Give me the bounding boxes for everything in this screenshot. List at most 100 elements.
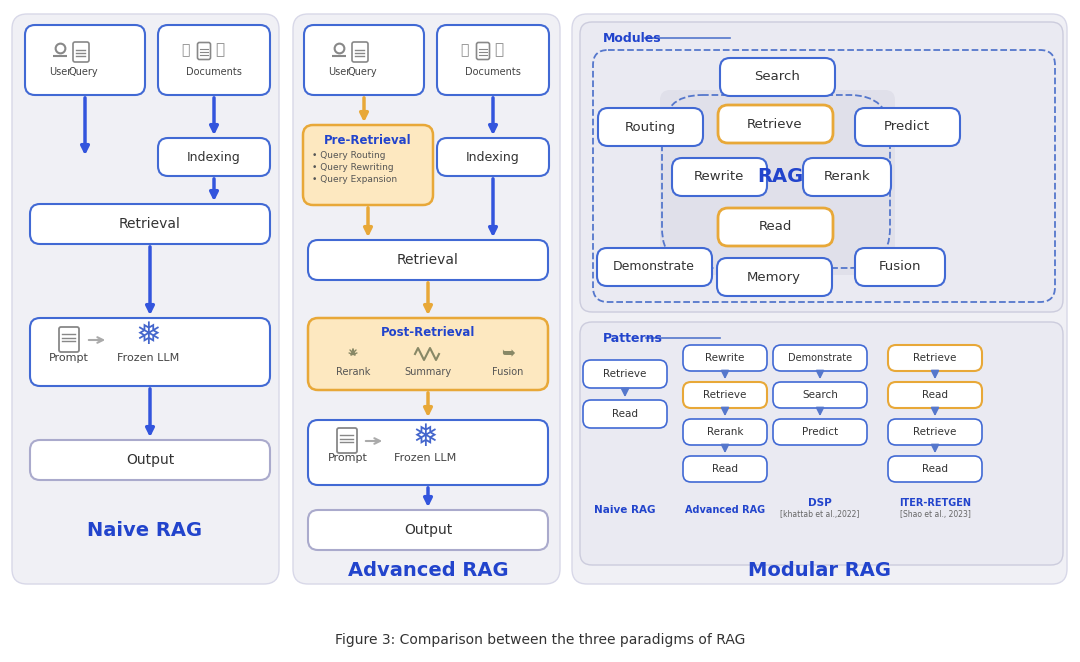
Text: Summary: Summary	[404, 367, 451, 377]
Text: User: User	[328, 67, 350, 77]
Text: Read: Read	[712, 464, 738, 474]
FancyBboxPatch shape	[308, 318, 548, 390]
Text: ⧉: ⧉	[495, 42, 503, 58]
Text: Modules: Modules	[603, 32, 662, 44]
Text: Search: Search	[754, 70, 800, 83]
FancyBboxPatch shape	[598, 108, 703, 146]
Text: Query: Query	[68, 67, 98, 77]
Text: Read: Read	[922, 390, 948, 400]
FancyBboxPatch shape	[158, 25, 270, 95]
Text: Indexing: Indexing	[187, 150, 241, 164]
Text: ➥: ➥	[501, 344, 515, 362]
Text: Frozen LLM: Frozen LLM	[394, 453, 456, 463]
Text: • Query Expansion: • Query Expansion	[312, 175, 397, 183]
FancyBboxPatch shape	[683, 382, 767, 408]
Text: Output: Output	[404, 523, 453, 537]
Text: Retrieve: Retrieve	[703, 390, 746, 400]
Text: Read: Read	[922, 464, 948, 474]
Text: ❅: ❅	[135, 322, 161, 350]
Text: Naive RAG: Naive RAG	[594, 505, 656, 515]
Text: Predict: Predict	[802, 427, 838, 437]
FancyBboxPatch shape	[30, 204, 270, 244]
FancyBboxPatch shape	[293, 14, 561, 584]
Text: Read: Read	[758, 220, 792, 234]
Text: User: User	[49, 67, 71, 77]
FancyBboxPatch shape	[804, 158, 891, 196]
FancyBboxPatch shape	[717, 258, 832, 296]
FancyBboxPatch shape	[683, 419, 767, 445]
Text: Patterns: Patterns	[603, 332, 663, 344]
Text: Demonstrate: Demonstrate	[613, 261, 694, 273]
Text: Figure 3: Comparison between the three paradigms of RAG: Figure 3: Comparison between the three p…	[335, 633, 745, 647]
Text: Routing: Routing	[624, 120, 676, 134]
FancyBboxPatch shape	[888, 419, 982, 445]
Text: DSP: DSP	[808, 498, 832, 508]
Text: Post-Retrieval: Post-Retrieval	[381, 326, 475, 340]
FancyBboxPatch shape	[572, 14, 1067, 584]
Text: Rerank: Rerank	[824, 171, 870, 183]
Text: ❅: ❅	[413, 422, 437, 451]
FancyBboxPatch shape	[580, 22, 1063, 312]
FancyBboxPatch shape	[718, 208, 833, 246]
Text: Fusion: Fusion	[492, 367, 524, 377]
FancyBboxPatch shape	[12, 14, 279, 584]
Text: Rerank: Rerank	[336, 367, 370, 377]
FancyBboxPatch shape	[855, 108, 960, 146]
Text: Retrieve: Retrieve	[747, 117, 802, 130]
Text: Indexing: Indexing	[467, 150, 519, 164]
FancyBboxPatch shape	[888, 345, 982, 371]
Text: [Shao et al., 2023]: [Shao et al., 2023]	[900, 510, 971, 518]
Text: Frozen LLM: Frozen LLM	[117, 353, 179, 363]
FancyBboxPatch shape	[303, 25, 424, 95]
FancyBboxPatch shape	[437, 138, 549, 176]
Text: ⧉: ⧉	[215, 42, 225, 58]
FancyBboxPatch shape	[308, 510, 548, 550]
Text: Advanced RAG: Advanced RAG	[348, 561, 509, 579]
Text: Search: Search	[802, 390, 838, 400]
Text: RAG: RAG	[757, 167, 804, 187]
Text: Rewrite: Rewrite	[693, 171, 744, 183]
FancyBboxPatch shape	[660, 90, 895, 275]
FancyBboxPatch shape	[437, 25, 549, 95]
FancyBboxPatch shape	[718, 105, 833, 143]
Text: Query: Query	[347, 67, 377, 77]
Text: Rewrite: Rewrite	[705, 353, 745, 363]
Text: Demonstrate: Demonstrate	[788, 353, 852, 363]
Text: Rerank: Rerank	[706, 427, 743, 437]
Text: Output: Output	[126, 453, 174, 467]
Text: Naive RAG: Naive RAG	[87, 520, 203, 540]
Text: Read: Read	[612, 409, 638, 419]
Text: Prompt: Prompt	[328, 453, 368, 463]
Text: • Query Routing: • Query Routing	[312, 150, 386, 160]
FancyBboxPatch shape	[308, 420, 548, 485]
Text: Documents: Documents	[465, 67, 521, 77]
FancyBboxPatch shape	[773, 382, 867, 408]
Text: Retrieve: Retrieve	[604, 369, 647, 379]
Text: Modular RAG: Modular RAG	[748, 561, 891, 579]
Text: Prompt: Prompt	[49, 353, 89, 363]
Text: Advanced RAG: Advanced RAG	[685, 505, 765, 515]
FancyBboxPatch shape	[720, 58, 835, 96]
FancyBboxPatch shape	[597, 248, 712, 286]
FancyBboxPatch shape	[683, 345, 767, 371]
Text: • Query Rewriting: • Query Rewriting	[312, 162, 393, 171]
FancyBboxPatch shape	[888, 456, 982, 482]
FancyBboxPatch shape	[672, 158, 767, 196]
FancyBboxPatch shape	[158, 138, 270, 176]
Text: Predict: Predict	[883, 120, 930, 134]
FancyBboxPatch shape	[30, 440, 270, 480]
FancyBboxPatch shape	[583, 360, 667, 388]
Text: Retrieve: Retrieve	[914, 353, 957, 363]
Text: Pre-Retrieval: Pre-Retrieval	[324, 134, 411, 146]
Text: ITER-RETGEN: ITER-RETGEN	[899, 498, 971, 508]
Text: [khattab et al.,2022]: [khattab et al.,2022]	[781, 510, 860, 518]
Text: Documents: Documents	[186, 67, 242, 77]
FancyBboxPatch shape	[580, 322, 1063, 565]
FancyBboxPatch shape	[303, 125, 433, 205]
FancyBboxPatch shape	[773, 419, 867, 445]
FancyBboxPatch shape	[308, 240, 548, 280]
FancyBboxPatch shape	[25, 25, 145, 95]
Text: ⛓: ⛓	[460, 43, 469, 57]
Text: Retrieve: Retrieve	[914, 427, 957, 437]
Text: Fusion: Fusion	[879, 261, 921, 273]
